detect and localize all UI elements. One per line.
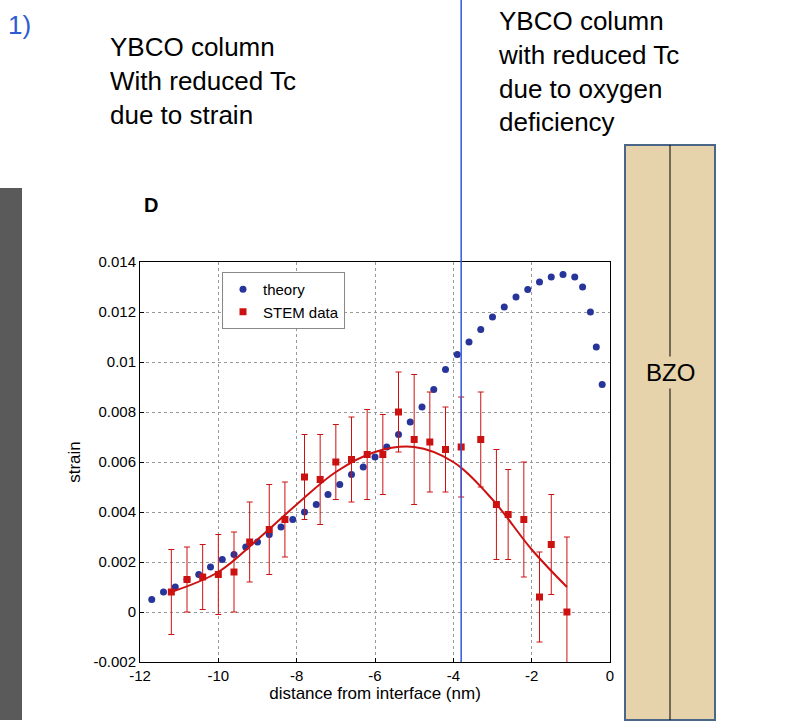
svg-text:YBCO columnWith reduced Tcdue: YBCO columnWith reduced Tcdue to strain	[110, 32, 296, 130]
svg-text:YBCO columnwith reduced Tcdue: YBCO columnwith reduced Tcdue to oxygend…	[498, 6, 679, 137]
svg-text:D: D	[144, 194, 158, 216]
svg-text:-0.002: -0.002	[93, 653, 136, 670]
svg-text:0.004: 0.004	[98, 503, 136, 520]
svg-text:0.006: 0.006	[98, 453, 136, 470]
svg-text:strain: strain	[65, 441, 84, 483]
svg-text:0.008: 0.008	[98, 403, 136, 420]
svg-text:-8: -8	[290, 667, 303, 684]
svg-text:theory: theory	[263, 281, 305, 298]
svg-text:STEM data: STEM data	[263, 304, 339, 321]
svg-text:distance from interface (nm): distance from interface (nm)	[269, 684, 481, 703]
svg-text:0: 0	[606, 667, 614, 684]
svg-text:-4: -4	[447, 667, 460, 684]
svg-text:0.002: 0.002	[98, 553, 136, 570]
svg-text:0.012: 0.012	[98, 303, 136, 320]
svg-text:-2: -2	[525, 667, 538, 684]
svg-text:0.014: 0.014	[98, 253, 136, 270]
svg-text:1): 1)	[8, 10, 31, 40]
svg-text:-10: -10	[207, 667, 229, 684]
svg-text:-6: -6	[368, 667, 381, 684]
svg-text:BZO: BZO	[646, 359, 695, 386]
svg-text:0: 0	[128, 603, 136, 620]
svg-text:0.01: 0.01	[107, 353, 136, 370]
svg-text:-12: -12	[129, 667, 151, 684]
